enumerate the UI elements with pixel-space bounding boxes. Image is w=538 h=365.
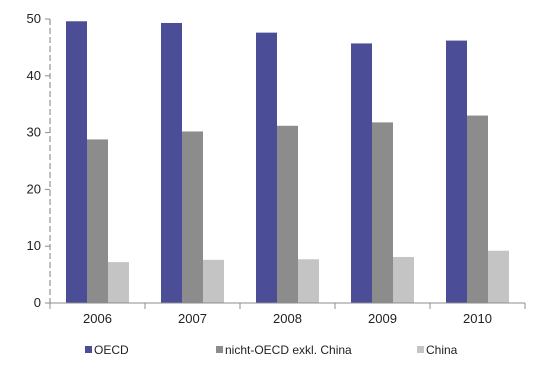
- y-tick-label: 20: [27, 181, 41, 196]
- x-tick-label: 2006: [83, 311, 112, 326]
- bar-2010-1: [446, 40, 467, 304]
- bar-2007-1: [161, 22, 182, 303]
- y-axis: 0 10 20 30 40 50: [27, 11, 51, 310]
- bar-2009-2: [372, 122, 393, 303]
- bar-2009-1: [351, 43, 372, 303]
- x-tick-label: 2008: [273, 311, 302, 326]
- bar-2007-2: [182, 131, 203, 303]
- bar-2010-3: [488, 250, 509, 303]
- y-tick-label: 10: [27, 238, 41, 253]
- bar-2008-3: [298, 259, 319, 303]
- bar-2006-3: [108, 262, 129, 303]
- plot-area: [66, 21, 509, 304]
- x-tick-label: 2009: [368, 311, 397, 326]
- bar-2008-1: [256, 32, 277, 304]
- legend-label: OECD: [94, 343, 129, 357]
- bar-2007-3: [203, 259, 224, 303]
- legend-swatch: [85, 346, 92, 353]
- x-tick-label: 2007: [178, 311, 207, 326]
- bar-2008-2: [277, 125, 298, 303]
- y-tick-label: 30: [27, 125, 41, 140]
- legend: OECD nicht-OECD exkl. China China: [85, 343, 458, 357]
- legend-label: nicht-OECD exkl. China: [225, 343, 352, 357]
- y-tick-label: 40: [27, 68, 41, 83]
- y-tick-label: 0: [34, 295, 41, 310]
- y-tick-label: 50: [27, 11, 41, 26]
- bar-2006-2: [87, 139, 108, 303]
- x-tick-label: 2010: [463, 311, 492, 326]
- legend-swatch: [216, 346, 223, 353]
- bar-2009-3: [393, 256, 414, 303]
- bar-2010-2: [467, 115, 488, 303]
- x-axis: 2006 2007 2008 2009 2010: [49, 302, 526, 326]
- legend-swatch: [417, 346, 424, 353]
- bar-2006-1: [66, 21, 87, 303]
- legend-label: China: [426, 343, 458, 357]
